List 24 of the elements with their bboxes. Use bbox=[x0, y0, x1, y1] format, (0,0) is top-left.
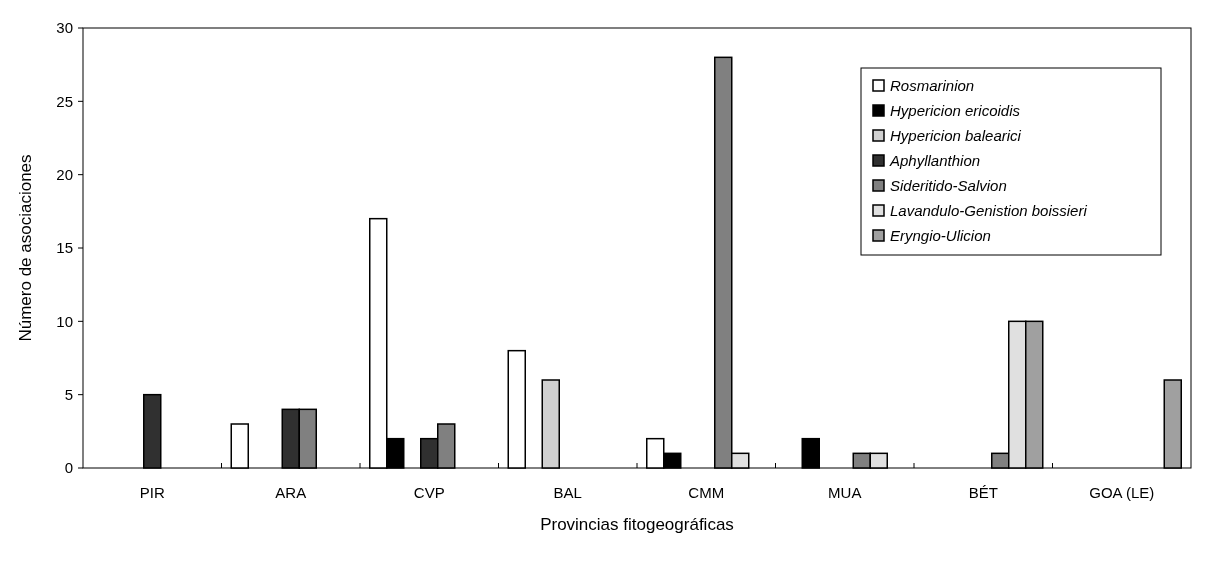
legend-label: Sideritido-Salvion bbox=[890, 177, 1007, 195]
legend-label: Eryngio-Ulicion bbox=[890, 227, 991, 245]
legend-label: Lavandulo-Genistion boissieri bbox=[890, 202, 1088, 220]
legend-label: Aphyllanthion bbox=[889, 152, 981, 170]
y-tick-label: 10 bbox=[56, 312, 73, 330]
x-tick-label: ARA bbox=[275, 484, 307, 501]
y-tick-label: 20 bbox=[56, 165, 73, 183]
y-tick-label: 5 bbox=[64, 385, 73, 403]
y-axis-title: Número de asociaciones bbox=[16, 154, 35, 342]
legend-label: Hypericion balearici bbox=[890, 127, 1022, 145]
y-tick-label: 30 bbox=[56, 19, 73, 37]
y-tick-label: 25 bbox=[56, 92, 73, 110]
legend-label: Hypericion ericoidis bbox=[890, 102, 1021, 120]
x-axis-title: Provincias fitogeográficas bbox=[540, 515, 734, 534]
x-tick-label: PIR bbox=[139, 484, 165, 501]
y-tick-label: 15 bbox=[56, 239, 73, 257]
x-tick-label: BAL bbox=[553, 484, 582, 501]
x-tick-label: CVP bbox=[413, 484, 445, 501]
legend-label: Rosmarinion bbox=[890, 77, 975, 95]
y-tick-label: 0 bbox=[64, 459, 73, 477]
x-tick-label: CMM bbox=[688, 484, 725, 501]
x-tick-label: GOA (LE) bbox=[1089, 484, 1155, 501]
x-tick-label: BÉT bbox=[968, 484, 998, 501]
x-tick-label: MUA bbox=[828, 484, 862, 501]
